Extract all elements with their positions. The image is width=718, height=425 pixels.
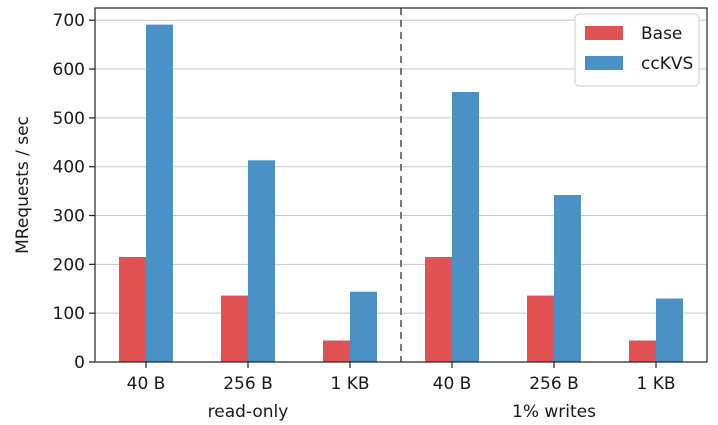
bar-base-0 (119, 257, 146, 362)
bar-cckvs-3 (452, 91, 479, 362)
bar-base-4 (527, 295, 554, 362)
legend-label-base: Base (641, 24, 682, 44)
x-tick-label: 40 B (127, 374, 166, 394)
x-axis-ticks: 40 B 256 B 1 KB 40 B 256 B 1 KB (127, 362, 676, 394)
plot-frame (94, 7, 708, 363)
bar-cckvs-2 (350, 291, 377, 362)
bar-base-1 (221, 295, 248, 362)
bar-cckvs-1 (248, 160, 275, 362)
y-tick-label: 0 (74, 353, 85, 373)
x-tick-label: 256 B (223, 374, 273, 394)
legend-swatch-cckvs (585, 56, 623, 70)
bar-base-5 (629, 340, 656, 362)
y-axis-title: MRequests / sec (13, 116, 33, 254)
y-tick-label: 200 (53, 255, 85, 275)
group-label: 1% writes (512, 402, 596, 422)
group-label: read-only (208, 402, 289, 422)
x-tick-label: 1 KB (636, 374, 675, 394)
y-tick-label: 100 (53, 304, 85, 324)
legend-swatch-base (585, 26, 623, 40)
x-tick-label: 256 B (529, 374, 579, 394)
y-axis-ticks: 0 100 200 300 400 500 600 700 (53, 11, 95, 373)
legend: Base ccKVS (574, 13, 700, 87)
bar-base-3 (425, 257, 452, 362)
y-tick-label: 600 (53, 60, 85, 80)
group-labels: read-only 1% writes (208, 402, 596, 422)
bars (119, 24, 683, 362)
x-tick-label: 1 KB (330, 374, 369, 394)
bar-cckvs-0 (146, 24, 173, 362)
legend-label-cckvs: ccKVS (641, 54, 693, 74)
bar-cckvs-5 (656, 298, 683, 362)
y-tick-label: 300 (53, 207, 85, 227)
bar-cckvs-4 (554, 195, 581, 362)
y-tick-label: 700 (53, 11, 85, 31)
bar-base-2 (323, 340, 350, 362)
x-tick-label: 40 B (433, 374, 472, 394)
y-tick-label: 500 (53, 109, 85, 129)
y-tick-label: 400 (53, 158, 85, 178)
